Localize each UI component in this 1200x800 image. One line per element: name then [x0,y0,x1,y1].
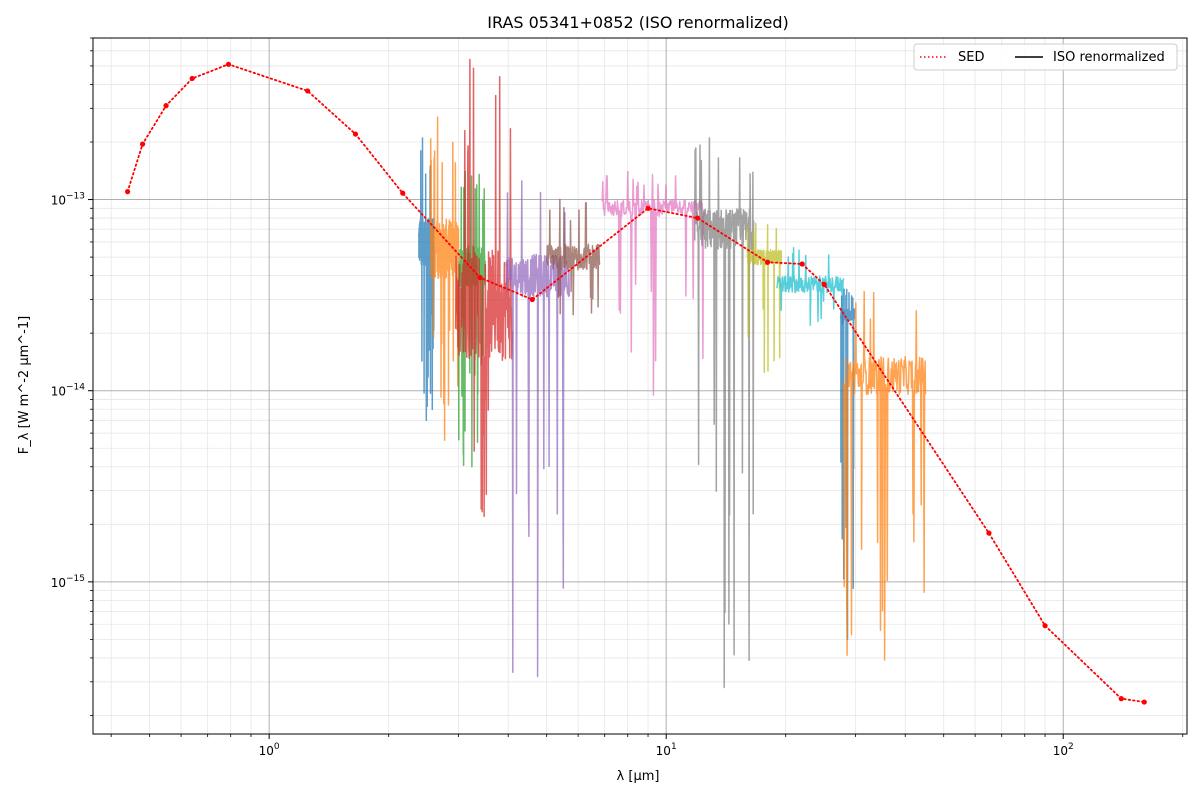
y-tick-label: 10−14 [51,383,86,399]
iso-segment-4 [454,58,514,518]
sed-point [695,215,701,221]
legend-sed-label: SED [958,50,984,65]
sed-point [1141,699,1147,705]
iso-segment-10 [776,246,845,326]
legend: SED ISO renormalized [913,43,1178,71]
legend-iso-label: ISO renormalized [1053,50,1165,65]
iso-segment-9 [746,222,783,373]
sed-point [163,103,169,109]
y-tick-label: 10−13 [51,192,85,208]
x-tick-label: 100 [259,742,280,758]
x-axis-label: λ [μm] [617,769,660,784]
iso-renormalized-series [417,58,927,689]
iso-segment-12 [842,290,927,661]
sed-series [125,61,1147,705]
sed-point [352,131,359,137]
x-tick-label: 102 [1053,742,1074,758]
sed-point [529,296,535,303]
grid-major [93,38,1187,734]
y-tick-label: 10−15 [51,574,85,590]
sed-point [1118,696,1124,702]
sed-point [225,61,232,67]
sed-point [477,275,483,281]
sed-point [400,190,406,196]
sed-point [1042,623,1048,629]
sed-point [645,205,651,211]
legend-box [913,43,1178,71]
iso-segment-8 [693,137,755,689]
iso-segment-7 [601,170,706,396]
sed-point [986,530,992,536]
grid-minor [93,37,1187,734]
iso-segment-6 [545,198,601,316]
sed-point [305,88,311,94]
chart-title: IRAS 05341+0852 (ISO renormalized) [487,13,789,32]
plot-area-frame [92,37,1188,735]
x-tick-label: 101 [656,742,677,758]
sed-point [189,75,195,82]
sed-point [764,259,771,265]
sed-point [821,281,827,287]
sed-point [799,261,805,267]
y-axis-label: F_λ [W m^-2 μm^-1] [17,316,32,454]
sed-point [125,189,131,195]
iso-segment-2 [429,116,460,442]
axis-ticks: 100 101 102 10−15 10−14 10−13 [51,37,1184,758]
sed-point [140,141,146,147]
